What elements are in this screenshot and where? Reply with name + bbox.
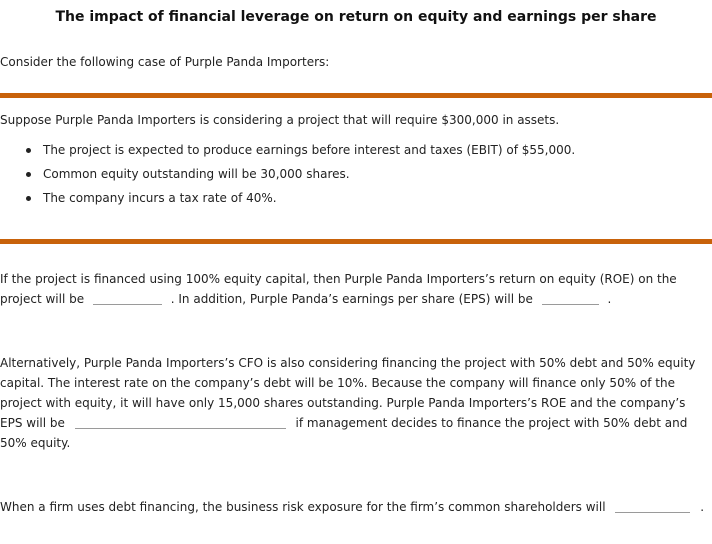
risk-answer-dropdown[interactable] — [615, 500, 691, 513]
bullet-icon — [26, 148, 31, 153]
question-text: . — [607, 292, 612, 306]
scenario-bullet-list: The project is expected to produce earni… — [0, 143, 575, 215]
page-title: The impact of financial leverage on retu… — [55, 9, 657, 25]
bullet-item-ebit: The project is expected to produce earni… — [0, 143, 575, 167]
bullet-item-shares: Common equity outstanding will be 30,000… — [0, 167, 575, 191]
bullet-item-tax-rate: The company incurs a tax rate of 40%. — [0, 191, 575, 215]
question-text: if management decides to finance the pro… — [0, 416, 688, 450]
scenario-text: Suppose Purple Panda Importers is consid… — [0, 113, 560, 127]
question-text: When a firm uses debt financing, the bus… — [0, 500, 606, 514]
question-text: . In addition, Purple Panda’s earnings p… — [170, 292, 533, 306]
question-equity-financing: If the project is financed using 100% eq… — [0, 269, 705, 309]
bullet-text: Common equity outstanding will be 30,000… — [43, 167, 350, 181]
question-debt-financing: Alternatively, Purple Panda Importers’s … — [0, 353, 705, 453]
bullet-icon — [26, 196, 31, 201]
intro-text: Consider the following case of Purple Pa… — [0, 55, 330, 69]
section-divider — [0, 93, 712, 98]
section-divider — [0, 239, 712, 244]
bullet-icon — [26, 172, 31, 177]
eps-answer-dropdown[interactable] — [541, 292, 599, 305]
roe-eps-answer-dropdown[interactable] — [74, 416, 286, 429]
question-text: Alternatively, Purple Panda Importers’s … — [0, 356, 696, 430]
bullet-text: The company incurs a tax rate of 40%. — [43, 191, 277, 205]
question-text: . — [700, 500, 705, 514]
question-business-risk: When a firm uses debt financing, the bus… — [0, 497, 705, 517]
bullet-text: The project is expected to produce earni… — [43, 143, 576, 157]
question-text: If the project is financed using 100% eq… — [0, 272, 677, 306]
roe-answer-dropdown[interactable] — [92, 292, 162, 305]
